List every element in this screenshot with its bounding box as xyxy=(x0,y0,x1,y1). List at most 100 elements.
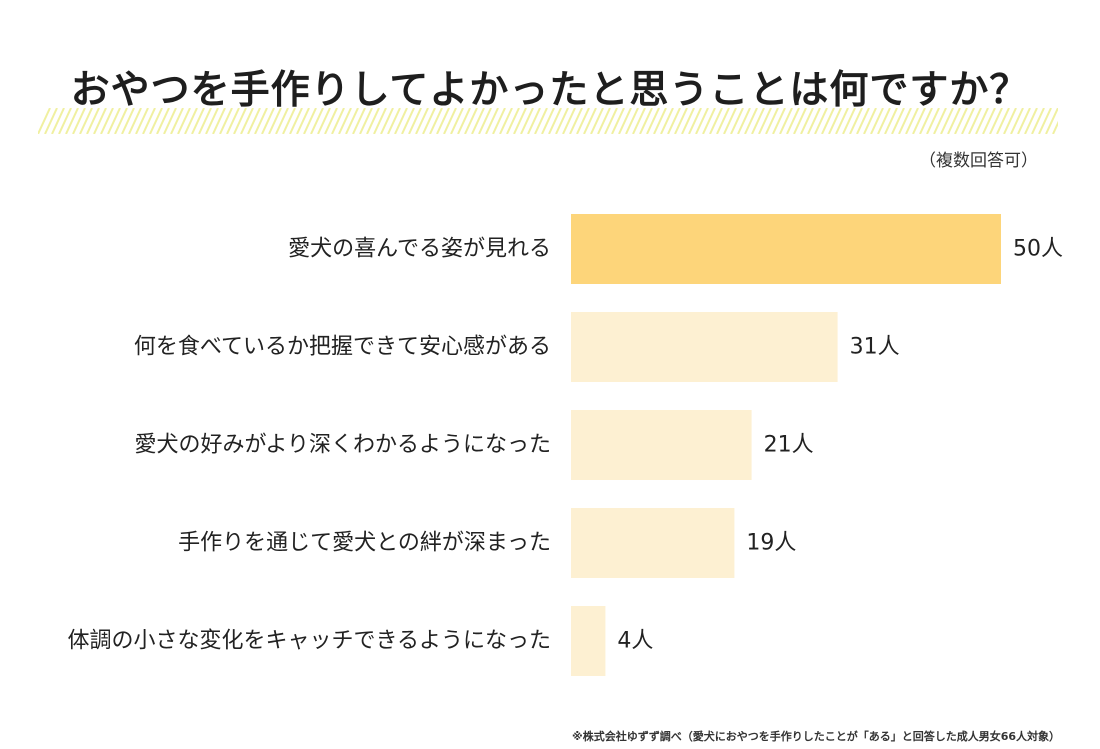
stripe-line xyxy=(163,108,177,134)
stripe-line xyxy=(905,108,919,134)
stripe-line xyxy=(275,108,289,134)
stripe-line xyxy=(520,108,534,134)
stripe-line xyxy=(828,108,842,134)
stripe-line xyxy=(457,108,471,134)
stripe-line xyxy=(128,108,142,134)
stripe-line xyxy=(205,108,219,134)
stripe-line xyxy=(296,108,310,134)
stripe-line xyxy=(590,108,604,134)
stripe-line xyxy=(471,108,485,134)
stripe-line xyxy=(716,108,730,134)
stripe-line xyxy=(982,108,996,134)
stripe-line xyxy=(667,108,681,134)
stripe-line xyxy=(534,108,548,134)
stripe-line xyxy=(772,108,786,134)
stripe-line xyxy=(191,108,205,134)
stripe-line xyxy=(926,108,940,134)
stripe-line xyxy=(135,108,149,134)
value-label: 4人 xyxy=(617,629,653,654)
stripe-line xyxy=(814,108,828,134)
stripe-line xyxy=(569,108,583,134)
stripe-line xyxy=(149,108,163,134)
value-label: 50人 xyxy=(1013,237,1063,262)
stripe-line xyxy=(933,108,947,134)
stripe-line xyxy=(1017,108,1031,134)
stripe-line xyxy=(807,108,821,134)
stripe-line xyxy=(842,108,856,134)
stripe-line xyxy=(618,108,632,134)
value-label: 19人 xyxy=(746,531,796,556)
stripe-line xyxy=(695,108,709,134)
stripe-line xyxy=(1031,108,1045,134)
stripe-line xyxy=(751,108,765,134)
stripe-line xyxy=(611,108,625,134)
stripe-line xyxy=(345,108,359,134)
category-label: 愛犬の喜んでる姿が見れる xyxy=(288,237,551,262)
stripe-line xyxy=(38,108,51,134)
stripe-line xyxy=(352,108,366,134)
stripe-line xyxy=(380,108,394,134)
stripe-line xyxy=(835,108,849,134)
stripe-line xyxy=(849,108,863,134)
stripe-line xyxy=(1038,108,1052,134)
stripe-line xyxy=(583,108,597,134)
stripe-line xyxy=(485,108,499,134)
stripe-line xyxy=(709,108,723,134)
stripe-line xyxy=(93,108,107,134)
stripe-line xyxy=(632,108,646,134)
stripe-line xyxy=(44,108,58,134)
stripe-line xyxy=(79,108,93,134)
stripe-line xyxy=(156,108,170,134)
category-label: 何を食べているか把握できて安心感がある xyxy=(134,335,551,360)
bar xyxy=(571,508,735,578)
stripe-line xyxy=(653,108,667,134)
stripe-line xyxy=(576,108,590,134)
multiple-answers-note: （複数回答可） xyxy=(919,151,1038,171)
stripe-line xyxy=(464,108,478,134)
stripe-line xyxy=(1003,108,1017,134)
stripe-line xyxy=(499,108,513,134)
stripe-line xyxy=(268,108,282,134)
stripe-line xyxy=(121,108,135,134)
stripe-line xyxy=(793,108,807,134)
stripe-line xyxy=(786,108,800,134)
stripe-line xyxy=(114,108,128,134)
stripe-line xyxy=(625,108,639,134)
stripe-line xyxy=(233,108,247,134)
stripe-line xyxy=(863,108,877,134)
stripe-line xyxy=(737,108,751,134)
stripe-line xyxy=(72,108,86,134)
stripe-line xyxy=(219,108,233,134)
stripe-line xyxy=(884,108,898,134)
stripe-line xyxy=(289,108,303,134)
stripe-line xyxy=(254,108,268,134)
stripe-line xyxy=(961,108,975,134)
stripe-line xyxy=(856,108,870,134)
stripe-line xyxy=(170,108,184,134)
bar xyxy=(571,214,1001,284)
stripe-line xyxy=(639,108,653,134)
category-label: 愛犬の好みがより深くわかるようになった xyxy=(135,433,551,458)
stripe-line xyxy=(338,108,352,134)
stripe-line xyxy=(513,108,527,134)
stripe-line xyxy=(443,108,457,134)
stripe-line xyxy=(226,108,240,134)
stripe-line xyxy=(261,108,275,134)
stripe-line xyxy=(597,108,611,134)
stripe-line xyxy=(86,108,100,134)
stripe-line xyxy=(282,108,296,134)
stripe-line xyxy=(968,108,982,134)
stripe-line xyxy=(898,108,912,134)
stripe-line xyxy=(821,108,835,134)
stripe-line xyxy=(303,108,317,134)
stripe-line xyxy=(758,108,772,134)
stripe-line xyxy=(142,108,156,134)
stripe-line xyxy=(422,108,436,134)
stripe-line xyxy=(506,108,520,134)
stripe-line xyxy=(436,108,450,134)
stripe-line xyxy=(1010,108,1024,134)
category-label: 体調の小さな変化をキャッチできるようになった xyxy=(67,629,551,654)
stripe-line xyxy=(800,108,814,134)
